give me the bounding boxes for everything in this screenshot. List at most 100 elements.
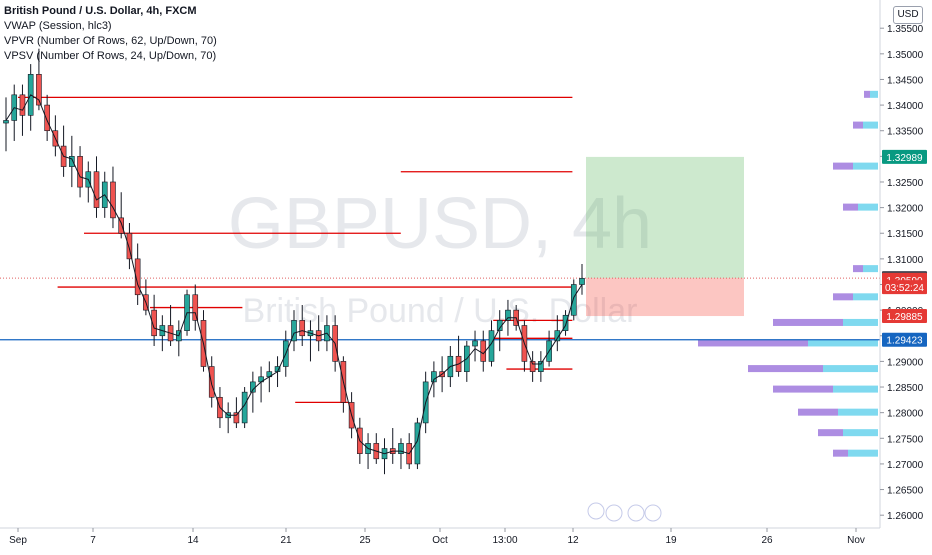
- candle-body: [93, 171, 100, 208]
- time-tick-label: 25: [359, 535, 371, 546]
- event-flag-icon[interactable]: [627, 504, 645, 522]
- currency-button[interactable]: USD: [893, 6, 923, 24]
- candle-body: [570, 284, 577, 316]
- legend-indicator-vpvr[interactable]: VPVR (Number Of Rows, 62, Up/Down, 70): [4, 35, 217, 47]
- volume-profile-up-bar: [838, 408, 878, 416]
- time-tick-label: 26: [761, 535, 773, 546]
- legend-symbol-title[interactable]: British Pound / U.S. Dollar, 4h, FXCM: [4, 5, 197, 17]
- price-tick-label: 1.34500: [887, 75, 924, 86]
- long-position-tool[interactable]: [586, 156, 744, 317]
- time-tick-label: 21: [280, 535, 292, 546]
- volume-profile-up-bar: [808, 339, 878, 347]
- time-tick-label: 19: [665, 535, 677, 546]
- time-tick-label: 12: [567, 535, 579, 546]
- candle-body: [233, 412, 240, 424]
- volume-profile-up-bar: [863, 265, 878, 273]
- volume-profile-up-bar: [848, 449, 878, 457]
- candle-body: [579, 278, 585, 285]
- event-flag-icon[interactable]: [644, 504, 662, 522]
- horizontal-levels[interactable]: [0, 96, 880, 404]
- price-tick-label: 1.28000: [887, 409, 924, 420]
- candle-body: [505, 309, 511, 321]
- price-tick-label: 1.27000: [887, 460, 924, 471]
- time-tick-label: Nov: [847, 535, 865, 546]
- candle-body: [77, 156, 83, 188]
- price-label-text: 1.29423: [886, 336, 923, 347]
- event-flag-icon[interactable]: [587, 502, 605, 520]
- candle-body: [398, 443, 404, 454]
- time-tick-label: 7: [90, 535, 96, 546]
- price-label-box: [882, 149, 927, 164]
- candle-body: [414, 422, 421, 465]
- candle-body: [118, 217, 124, 234]
- price-label-text: 1.29885: [886, 312, 923, 323]
- candle-body: [538, 361, 544, 372]
- legend-indicator-vpsv[interactable]: VPSV (Number Of Rows, 24, Up/Down, 70): [4, 50, 217, 62]
- time-tick-label: Oct: [432, 535, 448, 546]
- price-label-box: [882, 309, 927, 324]
- candle-body: [529, 361, 536, 372]
- price-tick-label: 1.35000: [887, 50, 924, 61]
- candle-body: [134, 258, 141, 296]
- volume-profile-down-bar: [818, 429, 843, 437]
- price-tick-label: 1.29000: [887, 357, 924, 368]
- price-tick-label: 1.34000: [887, 101, 924, 112]
- candle-body: [291, 320, 297, 342]
- price-labels: 1.329891.306251.3059003:52:241.298851.29…: [882, 149, 927, 347]
- candle-body: [562, 314, 569, 331]
- volume-profile-down-bar: [773, 385, 833, 393]
- volume-profile-down-bar: [833, 293, 853, 301]
- volume-profile-down-bar: [843, 203, 858, 211]
- price-label-box: [882, 332, 927, 347]
- volume-profile-down-bar: [853, 265, 863, 273]
- candle-body: [110, 181, 116, 219]
- price-label-text: 03:52:24: [885, 283, 924, 294]
- volume-profile-down-bar: [864, 90, 870, 98]
- time-axis-background: [0, 528, 932, 550]
- vwap-line: [5, 94, 583, 455]
- volume-profile-up-bar: [843, 429, 878, 437]
- volume-profile-down-bar: [798, 408, 838, 416]
- price-tick-label: 1.27500: [887, 434, 924, 445]
- candle-body: [126, 232, 133, 260]
- candle-body: [472, 340, 478, 347]
- candle-body: [208, 366, 215, 398]
- price-tick-label: 1.32500: [887, 178, 924, 189]
- price-label-text: 1.32989: [886, 153, 923, 164]
- volume-profile-up-bar: [863, 121, 878, 129]
- volume-profile-down-bar: [833, 162, 853, 170]
- candle-body: [151, 309, 157, 337]
- volume-profile-up-bar: [853, 293, 878, 301]
- volume-profile-up-bar: [843, 318, 878, 326]
- volume-profile: [698, 90, 878, 457]
- candle-body: [36, 74, 42, 106]
- candle-body: [192, 294, 199, 321]
- chart-legend: British Pound / U.S. Dollar, 4h, FXCM VW…: [4, 4, 217, 64]
- volume-profile-down-bar: [853, 121, 863, 129]
- price-tick-label: 1.28500: [887, 383, 924, 394]
- candle-body: [554, 330, 561, 342]
- price-tick-label: 1.32000: [887, 204, 924, 215]
- volume-profile-down-bar: [833, 449, 848, 457]
- event-flag-icon[interactable]: [605, 504, 623, 522]
- volume-profile-down-bar: [698, 339, 808, 347]
- candle-body: [19, 94, 26, 116]
- candle-body: [299, 320, 306, 337]
- time-tick-label: 13:00: [492, 535, 517, 546]
- candle-body: [69, 156, 75, 167]
- price-tick-label: 1.31500: [887, 229, 924, 240]
- volume-profile-down-bar: [773, 318, 843, 326]
- legend-indicator-vwap[interactable]: VWAP (Session, hlc3): [4, 20, 112, 32]
- time-axis-ticks: Sep 7 14 21 25 Oct 13:00 12 19 26 Nov: [9, 528, 865, 546]
- time-tick-label: Sep: [9, 535, 27, 546]
- position-target-zone: [586, 156, 744, 279]
- price-tick-label: 1.33500: [887, 127, 924, 138]
- economic-events[interactable]: [587, 502, 662, 522]
- volume-profile-up-bar: [833, 385, 878, 393]
- price-label-box: [882, 280, 927, 295]
- price-tick-label: 1.31000: [887, 255, 924, 266]
- price-tick-label: 1.35500: [887, 24, 924, 35]
- volume-profile-down-bar: [748, 365, 823, 373]
